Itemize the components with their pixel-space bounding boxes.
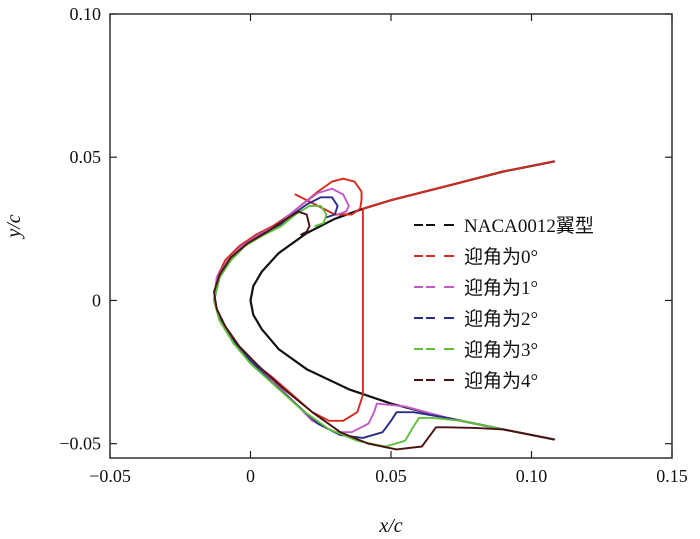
legend-label: 迎角为4°	[464, 370, 538, 392]
plot-area	[109, 13, 673, 459]
series-layer	[213, 160, 556, 451]
x-tick-label: 0.05	[375, 466, 407, 486]
y-tick-label: −0.05	[59, 434, 101, 454]
legend-label: 迎角为0°	[464, 246, 538, 268]
y-axis-tick-labels: −0.05 0 0.05 0.10	[59, 4, 101, 454]
legend-label: NACA0012翼型	[464, 215, 594, 237]
legend-label: 迎角为2°	[464, 308, 538, 330]
y-tick-label: 0	[92, 290, 101, 310]
axis-ticks	[109, 13, 673, 458]
legend-item: 迎角为3°	[414, 339, 538, 361]
x-tick-label: 0.15	[656, 466, 688, 486]
x-tick-label: 0	[246, 466, 255, 486]
legend-item: 迎角为4°	[414, 370, 538, 392]
legend-item: 迎角为0°	[414, 246, 538, 268]
series-line-5	[213, 210, 555, 451]
series-line-4	[213, 204, 555, 448]
legend-item: 迎角为2°	[414, 308, 538, 330]
legend-item: NACA0012翼型	[414, 215, 594, 237]
x-axis-tick-labels: −0.05 0 0.05 0.10 0.15	[89, 466, 688, 486]
x-tick-label: −0.05	[89, 466, 131, 486]
legend-item: 迎角为1°	[414, 277, 538, 299]
y-tick-label: 0.10	[70, 4, 102, 24]
y-axis-title: y/c	[3, 214, 25, 239]
legend-label: 迎角为3°	[464, 339, 538, 361]
y-tick-label: 0.05	[70, 147, 102, 167]
legend-label: 迎角为1°	[464, 277, 538, 299]
x-tick-label: 0.10	[516, 466, 548, 486]
series-line-1	[213, 160, 555, 422]
x-axis-title: x/c	[378, 515, 402, 537]
